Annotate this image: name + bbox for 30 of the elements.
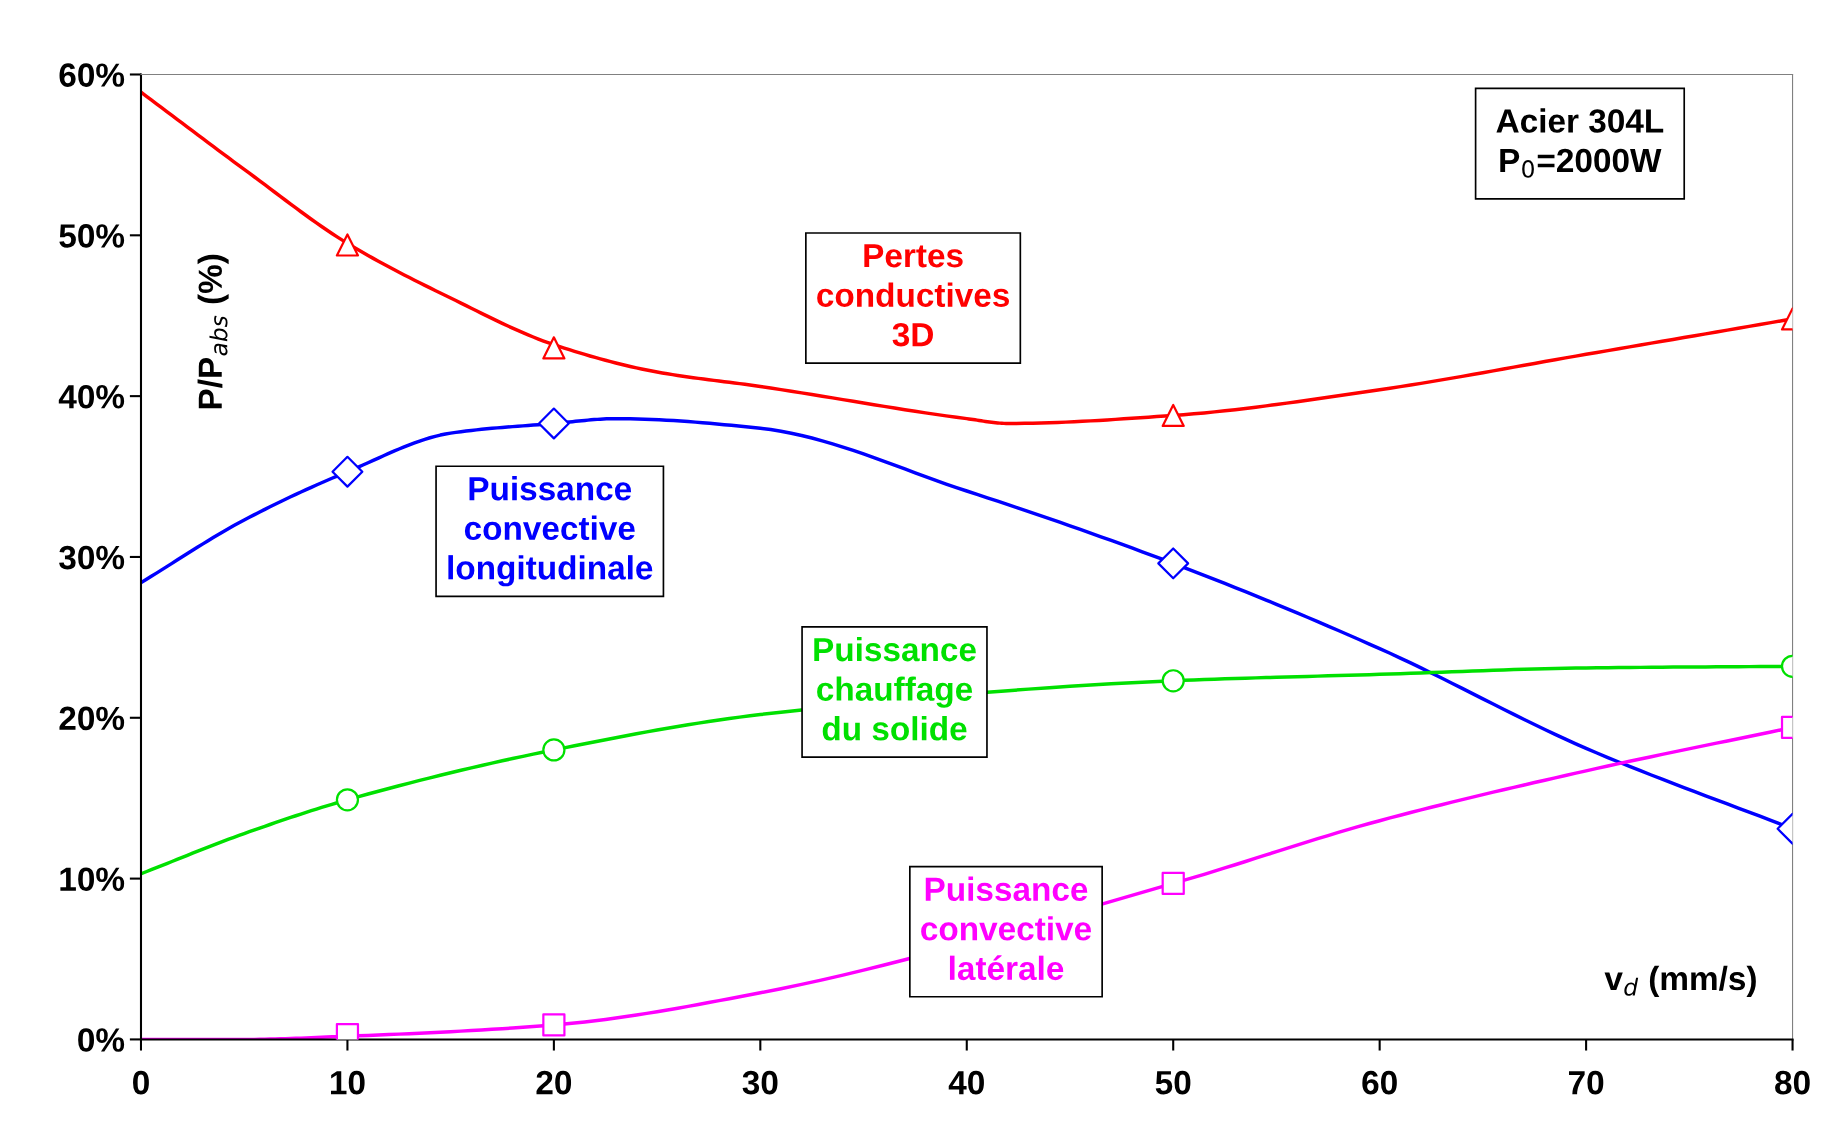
series-label: Puissance convective longitudinale bbox=[448, 476, 653, 587]
x-tick-label: 30 bbox=[742, 1070, 778, 1095]
point bbox=[335, 233, 360, 257]
y-tick-label: 10% bbox=[60, 867, 125, 892]
x-tick-label: 50 bbox=[1155, 1070, 1191, 1095]
series-label: Pertes conductives 3D bbox=[817, 244, 1009, 347]
y-tick-label: 40% bbox=[58, 384, 125, 409]
point bbox=[537, 407, 570, 440]
x-tick-label: 60 bbox=[1362, 1070, 1397, 1095]
series-label: Puissance chauffage du solide bbox=[814, 636, 976, 741]
y-tick-label: 0% bbox=[78, 1028, 125, 1052]
y-tick-label: 60% bbox=[59, 63, 125, 87]
annotation: Acier 304L P$_{0}$=2000W bbox=[1496, 108, 1664, 178]
point bbox=[542, 738, 566, 762]
x-axis-title: v$_{d}$ (mm/s) bbox=[1604, 965, 1756, 997]
x-tick-label: 10 bbox=[330, 1070, 365, 1095]
x-tick-label: 80 bbox=[1775, 1070, 1810, 1095]
x-tick-label: 0 bbox=[133, 1070, 149, 1095]
y-axis-title: P/P$_{abs}$ (%) bbox=[197, 254, 229, 409]
point bbox=[331, 455, 364, 488]
point bbox=[542, 336, 566, 360]
point bbox=[542, 1013, 566, 1037]
x-tick-label: 40 bbox=[948, 1070, 984, 1095]
y-tick-label: 50% bbox=[59, 224, 125, 248]
y-tick-label: 20% bbox=[59, 706, 125, 731]
y-tick-label: 30% bbox=[59, 545, 125, 570]
point bbox=[335, 788, 360, 812]
x-tick-label: 70 bbox=[1569, 1070, 1604, 1095]
x-tick-label: 20 bbox=[536, 1070, 572, 1095]
series-label: Puissance convective latérale bbox=[921, 876, 1092, 981]
